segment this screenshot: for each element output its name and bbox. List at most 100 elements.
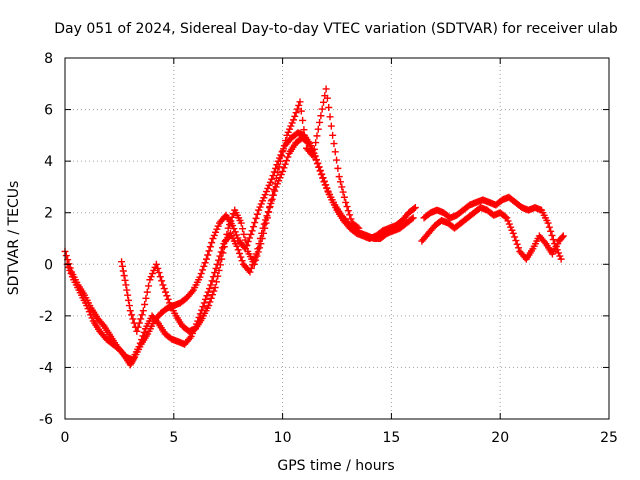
data-point xyxy=(200,299,208,307)
data-point xyxy=(206,243,214,251)
data-point xyxy=(248,227,256,235)
y-tick-label: 2 xyxy=(44,206,53,222)
data-point xyxy=(277,151,285,159)
data-point xyxy=(237,253,245,261)
data-point xyxy=(408,215,416,223)
data-point xyxy=(215,266,223,274)
data-point xyxy=(159,281,167,289)
data-point xyxy=(544,219,552,227)
data-point xyxy=(275,163,283,171)
data-point xyxy=(188,288,196,296)
data-point xyxy=(319,174,327,182)
data-point xyxy=(261,224,269,232)
data-point xyxy=(316,118,324,126)
data-point xyxy=(288,119,296,127)
data-point xyxy=(214,272,222,280)
data-point xyxy=(287,122,295,130)
data-point xyxy=(137,315,145,323)
data-point xyxy=(205,285,213,293)
data-point xyxy=(210,231,218,239)
data-point xyxy=(259,197,267,205)
data-point xyxy=(231,228,239,236)
data-point xyxy=(409,214,417,222)
series-track-a xyxy=(61,129,419,369)
x-tick-label: 20 xyxy=(491,430,509,446)
y-tick-label: 0 xyxy=(44,257,53,273)
series-track-b xyxy=(63,134,417,364)
data-point xyxy=(297,107,305,115)
data-point xyxy=(148,270,156,278)
data-point xyxy=(197,270,205,278)
plot-frame xyxy=(64,57,610,420)
data-point xyxy=(282,137,290,145)
axis-ticks: 0 5 10 15 20 25 -6 -4 -2 0 2 4 6 8 xyxy=(39,51,618,446)
data-point xyxy=(219,249,227,257)
x-tick-label: 5 xyxy=(169,430,178,446)
data-point xyxy=(118,262,126,270)
data-point xyxy=(215,256,223,264)
y-tick-label: 8 xyxy=(44,51,53,67)
data-point xyxy=(266,203,274,211)
data-point xyxy=(283,131,291,139)
data-point xyxy=(211,269,219,277)
data-point xyxy=(251,219,259,227)
data-point xyxy=(299,116,307,124)
data-point xyxy=(313,132,321,140)
data-point xyxy=(278,152,286,160)
data-point xyxy=(269,191,277,199)
data-point xyxy=(138,311,146,319)
data-point xyxy=(508,226,516,234)
data-point xyxy=(284,128,292,136)
data-point xyxy=(309,152,317,160)
data-point xyxy=(121,276,129,284)
grid xyxy=(65,58,609,419)
data-point xyxy=(555,249,563,257)
data-point xyxy=(222,237,230,245)
data-point xyxy=(209,291,217,299)
data-point xyxy=(313,156,321,164)
data-point xyxy=(237,219,245,227)
data-point xyxy=(213,225,221,233)
data-point xyxy=(236,249,244,257)
series-track-e xyxy=(418,204,567,263)
data-point xyxy=(310,145,318,153)
data-point xyxy=(545,223,553,231)
data-point xyxy=(267,197,275,205)
data-point xyxy=(145,282,153,290)
data-point xyxy=(244,238,252,246)
data-point xyxy=(207,294,215,302)
data-point xyxy=(136,339,144,347)
data-point xyxy=(557,255,565,263)
data-point xyxy=(140,328,148,336)
data-point xyxy=(211,283,219,291)
series-track-c xyxy=(118,85,363,335)
data-point xyxy=(270,186,278,194)
x-axis-label: GPS time / hours xyxy=(277,458,394,474)
data-point xyxy=(125,296,133,304)
data-point xyxy=(199,266,207,274)
data-point xyxy=(252,256,260,264)
data-point xyxy=(252,214,260,222)
data-point xyxy=(265,208,273,216)
data-point xyxy=(139,307,147,315)
data-point xyxy=(273,174,281,182)
data-point xyxy=(325,104,333,112)
data-point xyxy=(279,147,287,155)
data-point xyxy=(246,268,254,276)
data-point xyxy=(283,157,291,165)
chart-title: Day 051 of 2024, Sidereal Day-to-day VTE… xyxy=(54,21,618,37)
data-point xyxy=(323,94,331,102)
data-point xyxy=(262,188,270,196)
data-point xyxy=(202,295,210,303)
data-point xyxy=(274,168,282,176)
data-point xyxy=(150,266,158,274)
data-point xyxy=(271,180,279,188)
data-point xyxy=(308,150,316,158)
data-point xyxy=(262,219,270,227)
data-point xyxy=(327,122,335,130)
y-axis-label: SDTVAR / TECUs xyxy=(6,181,22,296)
data-point xyxy=(208,239,216,247)
data-point xyxy=(410,205,418,213)
data-point xyxy=(340,193,348,201)
y-tick-label: -6 xyxy=(39,412,53,428)
